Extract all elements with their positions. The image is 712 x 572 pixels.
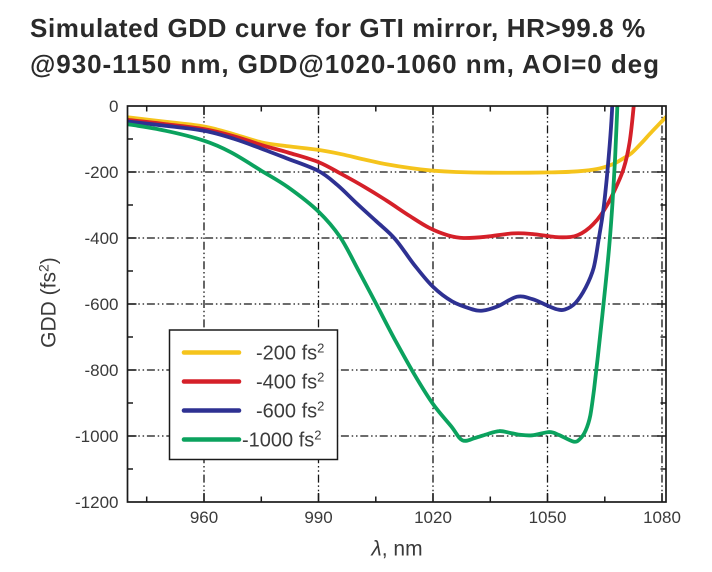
svg-text:-600 fs2: -600 fs2	[256, 399, 324, 423]
svg-text:-1000 fs2: -1000 fs2	[242, 428, 322, 452]
svg-text:-400: -400	[84, 229, 118, 248]
svg-text:990: 990	[304, 508, 332, 527]
svg-text:1020: 1020	[414, 508, 452, 527]
svg-text:0: 0	[109, 97, 118, 116]
svg-text:-1000: -1000	[75, 427, 118, 446]
svg-text:-200 fs2: -200 fs2	[256, 341, 324, 365]
svg-text:-400 fs2: -400 fs2	[256, 370, 324, 394]
svg-text:960: 960	[190, 508, 218, 527]
svg-text:GDD (fs2): GDD (fs2)	[36, 257, 61, 348]
svg-text:-800: -800	[84, 361, 118, 380]
svg-text:-1200: -1200	[75, 493, 118, 512]
svg-text:1050: 1050	[529, 508, 567, 527]
svg-text:1080: 1080	[643, 508, 681, 527]
svg-text:-600: -600	[84, 295, 118, 314]
svg-text:-200: -200	[84, 163, 118, 182]
svg-text:λ, nm: λ, nm	[370, 538, 422, 561]
